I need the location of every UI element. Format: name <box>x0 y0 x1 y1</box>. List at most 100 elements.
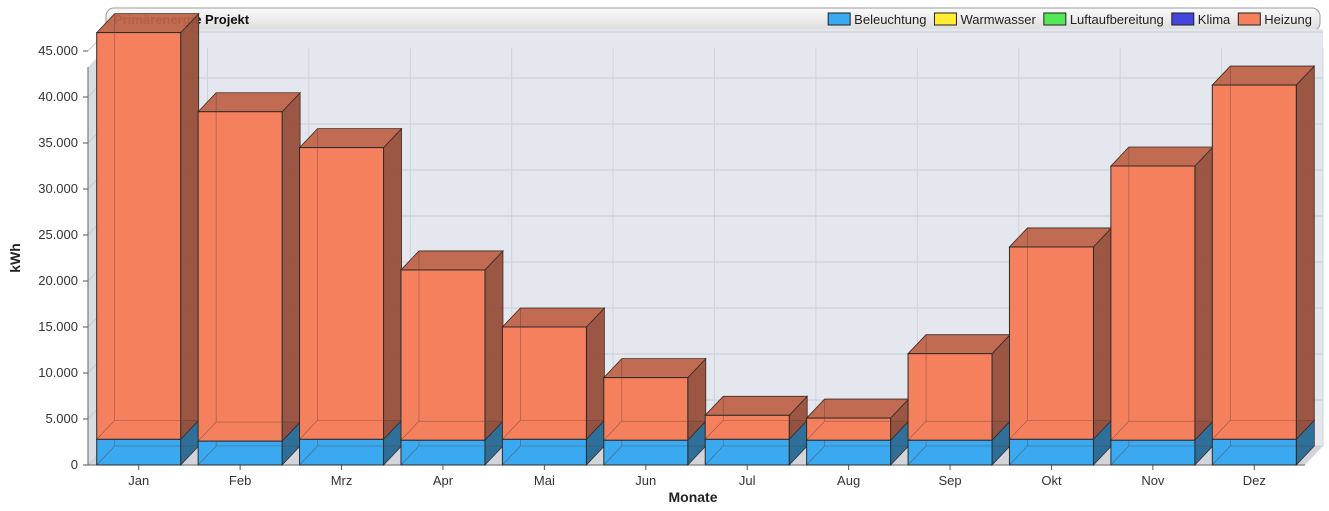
x-tick-label: Aug <box>837 473 860 488</box>
bar-side <box>281 91 301 443</box>
y-tick-label: 40.000 <box>38 89 78 104</box>
bar-side <box>1093 226 1112 441</box>
x-tick-label: Dez <box>1243 473 1266 488</box>
bar-front <box>704 438 790 466</box>
x-tick-label: Apr <box>433 473 454 488</box>
bar-front <box>907 439 993 466</box>
legend-label: Heizung <box>1264 12 1312 27</box>
legend[interactable]: Heizung Klima Luftaufbereitung Warmwasser Be… <box>827 12 1312 27</box>
bar-heizung-aug[interactable] <box>805 398 910 442</box>
bar-edge <box>502 419 605 440</box>
bar-top <box>501 307 606 328</box>
bar-front <box>96 32 182 440</box>
bar-side <box>180 12 200 441</box>
bar-top <box>95 13 200 33</box>
y-tick-label: 5.000 <box>45 411 78 426</box>
x-tick-label: Okt <box>1041 473 1062 488</box>
x-tick-label: Jun <box>635 473 656 488</box>
legend-label: Luftaufbereitung <box>1070 12 1164 27</box>
y-tick-label: 35.000 <box>38 135 78 150</box>
bar-top <box>1008 227 1113 248</box>
bar-heizung-feb[interactable] <box>197 91 302 443</box>
bar-edge <box>502 445 605 466</box>
x-tick-label: Mai <box>534 473 555 488</box>
bar-heizung-jan[interactable] <box>95 12 200 441</box>
legend-swatch <box>1171 12 1195 26</box>
bar-side <box>1295 65 1315 441</box>
legend-swatch <box>1237 12 1261 26</box>
bar-heizung-mai[interactable] <box>501 306 606 441</box>
bar-front <box>1008 246 1094 440</box>
x-tick-label: Mrz <box>331 473 353 488</box>
bar-heizung-jun[interactable] <box>602 357 707 442</box>
bar-top <box>805 398 910 419</box>
bar-heizung-sep[interactable] <box>907 333 1011 442</box>
x-tick-label: Sep <box>938 473 961 488</box>
y-tick-label: 25.000 <box>38 227 78 242</box>
bar-front <box>806 439 892 466</box>
bar-top <box>602 358 707 379</box>
legend-label: Klima <box>1198 12 1231 27</box>
bar-edge <box>806 445 909 466</box>
bar-edge <box>400 420 503 441</box>
bar-edge <box>907 420 1011 441</box>
legend-swatch <box>933 12 957 26</box>
bar-edge <box>197 445 301 466</box>
bar-side <box>585 306 605 441</box>
bar-heizung-mrz[interactable] <box>298 127 403 441</box>
bar-edge <box>603 420 706 441</box>
bar-front <box>704 414 790 440</box>
bar-side <box>1194 145 1214 442</box>
bar-heizung-jul[interactable] <box>704 395 809 441</box>
x-axis-title: Monate <box>669 489 718 505</box>
bar-edge <box>1212 419 1315 440</box>
y-tick-label: 45.000 <box>38 43 78 58</box>
bar-edge <box>907 445 1011 466</box>
bar-heizung-okt[interactable] <box>1008 226 1113 441</box>
bar-edge <box>704 419 808 440</box>
bar-front <box>1008 438 1094 466</box>
y-tick-label: 0 <box>71 457 78 472</box>
bar-edge <box>1009 419 1112 440</box>
x-tick-label: Jan <box>128 473 149 488</box>
bar-top <box>704 395 809 416</box>
bar-heizung-nov[interactable] <box>1109 145 1214 442</box>
bar-edge <box>1009 445 1112 466</box>
bar-front <box>603 377 689 441</box>
bar-front <box>299 147 385 440</box>
y-tick-label: 30.000 <box>38 181 78 196</box>
bar-front <box>1110 439 1196 466</box>
legend-swatch <box>827 12 851 26</box>
bar-heizung-apr[interactable] <box>400 249 504 442</box>
bar-front <box>197 111 283 442</box>
plot-area: 0 5.000 10.000 15.000 20.000 25.000 30.000 35.0… <box>38 12 1324 488</box>
y-tick-label: 15.000 <box>38 319 78 334</box>
bar-edge <box>704 445 808 466</box>
bar-front <box>400 269 486 441</box>
bar-edge <box>197 421 301 442</box>
bar-edge <box>299 445 402 466</box>
y-axis-title: kWh <box>7 243 23 273</box>
bar-edge <box>400 445 503 466</box>
y-tick-label: 10.000 <box>38 365 78 380</box>
legend-label: Beleuchtung <box>854 12 926 27</box>
bar-side <box>484 249 504 442</box>
bar-front <box>806 417 892 441</box>
bar-front <box>1110 165 1196 441</box>
bar-top <box>400 250 504 271</box>
bar-top <box>1109 146 1214 167</box>
y-tick-label: 20.000 <box>38 273 78 288</box>
bar-top <box>298 128 403 149</box>
bar-top <box>197 92 302 113</box>
bar-top <box>1211 65 1316 86</box>
bar-front <box>1211 84 1297 440</box>
bar-edge <box>96 419 199 440</box>
x-tick-label: Nov <box>1141 473 1165 488</box>
bar-front <box>501 326 587 440</box>
bar-front <box>197 440 283 466</box>
x-tick-label: Feb <box>229 473 251 488</box>
bar-edge <box>1212 445 1315 466</box>
bar-front <box>400 439 486 466</box>
bar-heizung-dez[interactable] <box>1211 65 1316 441</box>
